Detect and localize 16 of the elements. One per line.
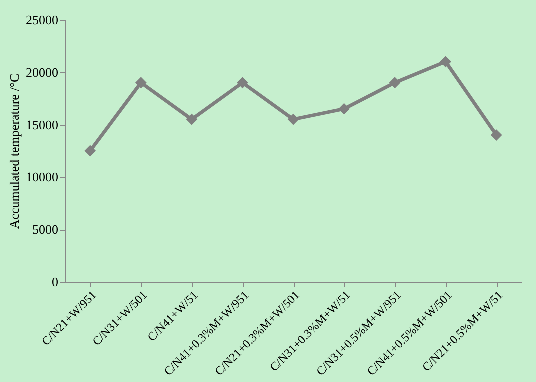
point xyxy=(288,114,300,126)
y-tick-label: 0 xyxy=(52,274,58,290)
point xyxy=(237,77,248,89)
y-tick-label: 25000 xyxy=(26,12,58,28)
y-tick-label: 15000 xyxy=(26,117,58,132)
point xyxy=(490,130,502,141)
point xyxy=(440,56,452,68)
y-tick-label: 5000 xyxy=(32,222,58,238)
y-axis-title: Accumulated temperature /°C xyxy=(7,74,22,230)
point xyxy=(84,145,96,157)
point xyxy=(186,114,198,126)
point xyxy=(135,77,147,89)
y-tick-label: 20000 xyxy=(26,64,58,80)
point xyxy=(338,103,350,115)
point xyxy=(389,77,401,89)
y-tick-label: 10000 xyxy=(26,170,58,185)
